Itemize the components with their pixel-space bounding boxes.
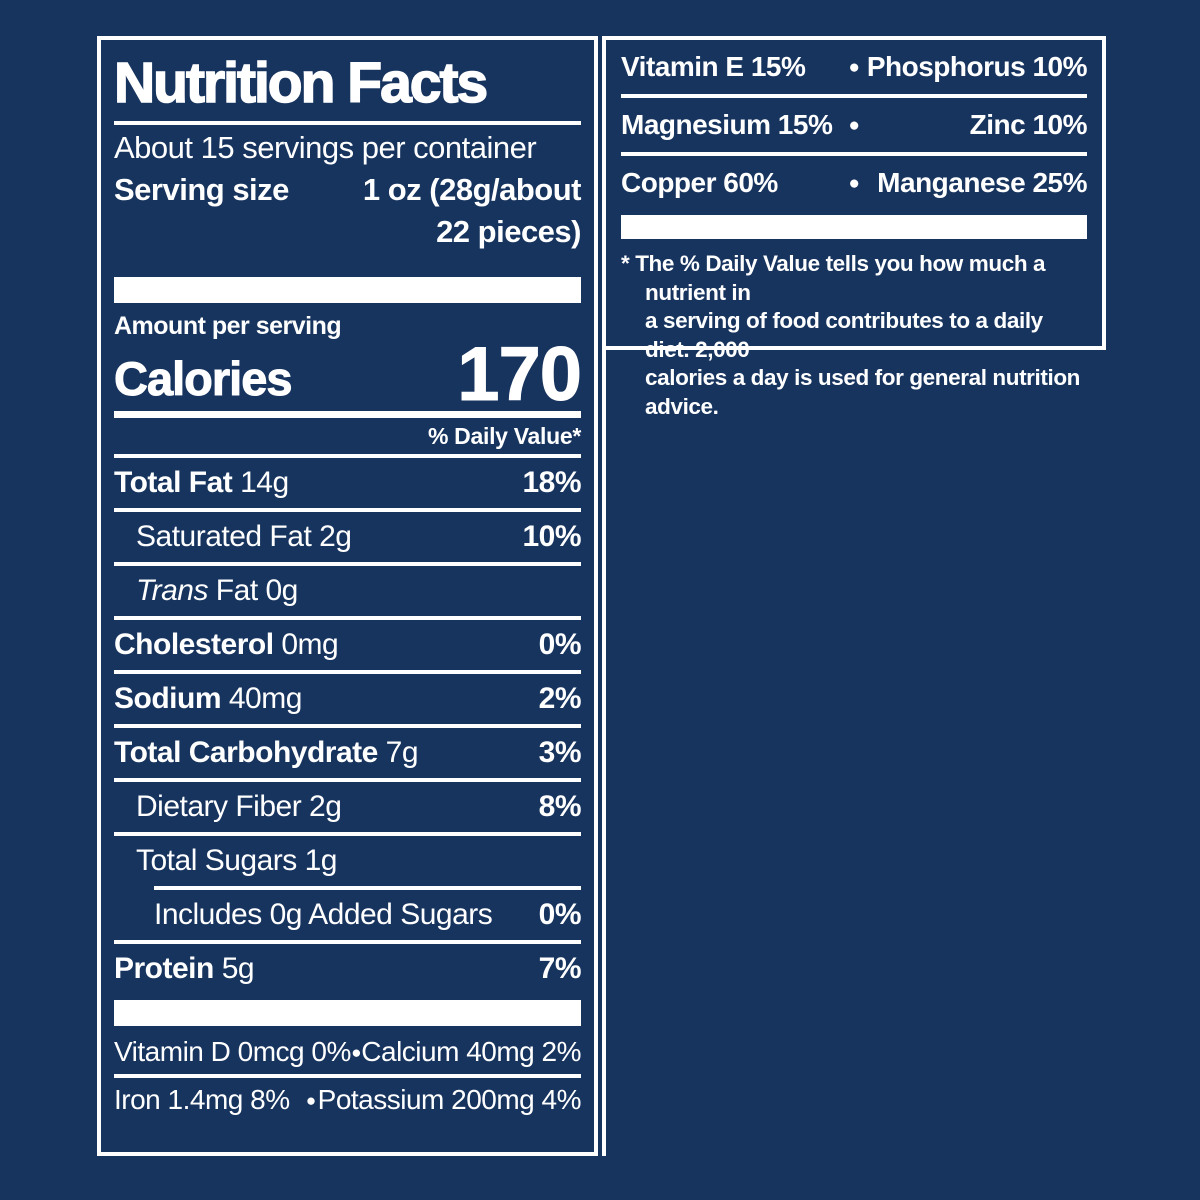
divider <box>114 778 581 782</box>
divider <box>114 1074 581 1078</box>
bullet-icon: ● <box>848 114 860 136</box>
nutrient-row-saturated-fat: Saturated Fat 2g 10% <box>136 520 581 553</box>
bullet-icon: ● <box>351 1042 361 1062</box>
panel-divider-line <box>602 350 606 1156</box>
thick-separator-bar <box>114 277 581 303</box>
servings-per-container: About 15 servings per container <box>114 130 537 165</box>
mineral-row-vitamin-e-phosphorus: Vitamin E 15% ● Phosphorus 10% <box>621 51 1087 82</box>
divider <box>114 454 581 458</box>
divider <box>114 940 581 944</box>
nutrient-percent: 10% <box>522 520 581 553</box>
footnote-line: calories a day is used for general nutri… <box>645 365 1081 419</box>
divider <box>114 616 581 620</box>
nutrient-percent: 7% <box>538 952 582 985</box>
amount-per-serving-label: Amount per serving <box>114 312 342 340</box>
thick-separator-bar <box>621 215 1087 239</box>
bullet-icon: ● <box>305 1090 316 1110</box>
serving-size-label: Serving size <box>114 172 289 207</box>
nutrient-row-cholesterol: Cholesterol 0mg 0% <box>114 628 582 661</box>
nutrient-percent: 3% <box>538 736 582 769</box>
divider <box>154 886 581 890</box>
calories-value: 170 <box>457 332 583 417</box>
divider <box>114 562 581 566</box>
daily-value-footnote: * The % Daily Value tells you how much a… <box>621 250 1087 421</box>
nutrient-percent: 0% <box>538 628 582 661</box>
calories-row: Calories 170 <box>113 332 583 417</box>
nutrient-row-total-sugars: Total Sugars 1g <box>136 844 337 877</box>
footnote-line: * The % Daily Value tells you how much a… <box>621 251 1046 305</box>
nutrient-row-protein: Protein 5g 7% <box>114 952 582 985</box>
nutrient-percent: 0% <box>538 898 582 931</box>
divider <box>621 152 1087 156</box>
nutrient-percent: 18% <box>522 466 581 499</box>
divider <box>114 121 581 125</box>
nutrient-row-dietary-fiber: Dietary Fiber 2g 8% <box>136 790 582 823</box>
mineral-row-copper-manganese: Copper 60% ● Manganese 25% <box>621 167 1087 198</box>
serving-size-row: Serving size 1 oz (28g/about <box>114 169 582 211</box>
minerals-panel: Vitamin E 15% ● Phosphorus 10% Magnesium… <box>602 36 1106 419</box>
nutrient-row-total-fat: Total Fat 14g 18% <box>114 466 581 499</box>
divider <box>621 94 1087 98</box>
daily-value-header: % Daily Value* <box>427 423 581 449</box>
nutrient-percent: 2% <box>538 682 582 715</box>
micronutrient-row-iron-potassium: Iron 1.4mg 8% ● Potassium 200mg 4% <box>114 1084 582 1115</box>
serving-size-value-line2: 22 pieces) <box>436 214 581 249</box>
nutrient-row-trans-fat: Trans Fat 0g <box>136 574 298 607</box>
serving-size-value-line1: 1 oz (28g/about <box>362 172 582 207</box>
divider <box>114 724 581 728</box>
bullet-icon: ● <box>848 56 860 78</box>
footnote-line: a serving of food contributes to a daily… <box>645 308 1043 362</box>
nutrient-percent: 8% <box>538 790 582 823</box>
nutrient-row-sodium: Sodium 40mg 2% <box>114 682 582 715</box>
mineral-row-magnesium-zinc: Magnesium 15% ● Zinc 10% <box>621 109 1087 140</box>
nutrition-facts-panel: Nutrition Facts About 15 servings per co… <box>97 36 598 1156</box>
divider <box>114 508 581 512</box>
divider <box>114 832 581 836</box>
nutrient-row-added-sugars: Includes 0g Added Sugars 0% <box>154 898 582 931</box>
bullet-icon: ● <box>848 172 860 194</box>
divider <box>114 411 581 418</box>
thick-separator-bar <box>114 1000 581 1026</box>
micronutrient-row-vitamin-d-calcium: Vitamin D 0mcg 0% ● Calcium 40mg 2% <box>114 1036 581 1067</box>
nutrient-row-total-carbohydrate: Total Carbohydrate 7g 3% <box>114 736 582 769</box>
panel-title: Nutrition Facts <box>113 51 489 115</box>
calories-label: Calories <box>113 352 292 406</box>
divider <box>114 670 581 674</box>
